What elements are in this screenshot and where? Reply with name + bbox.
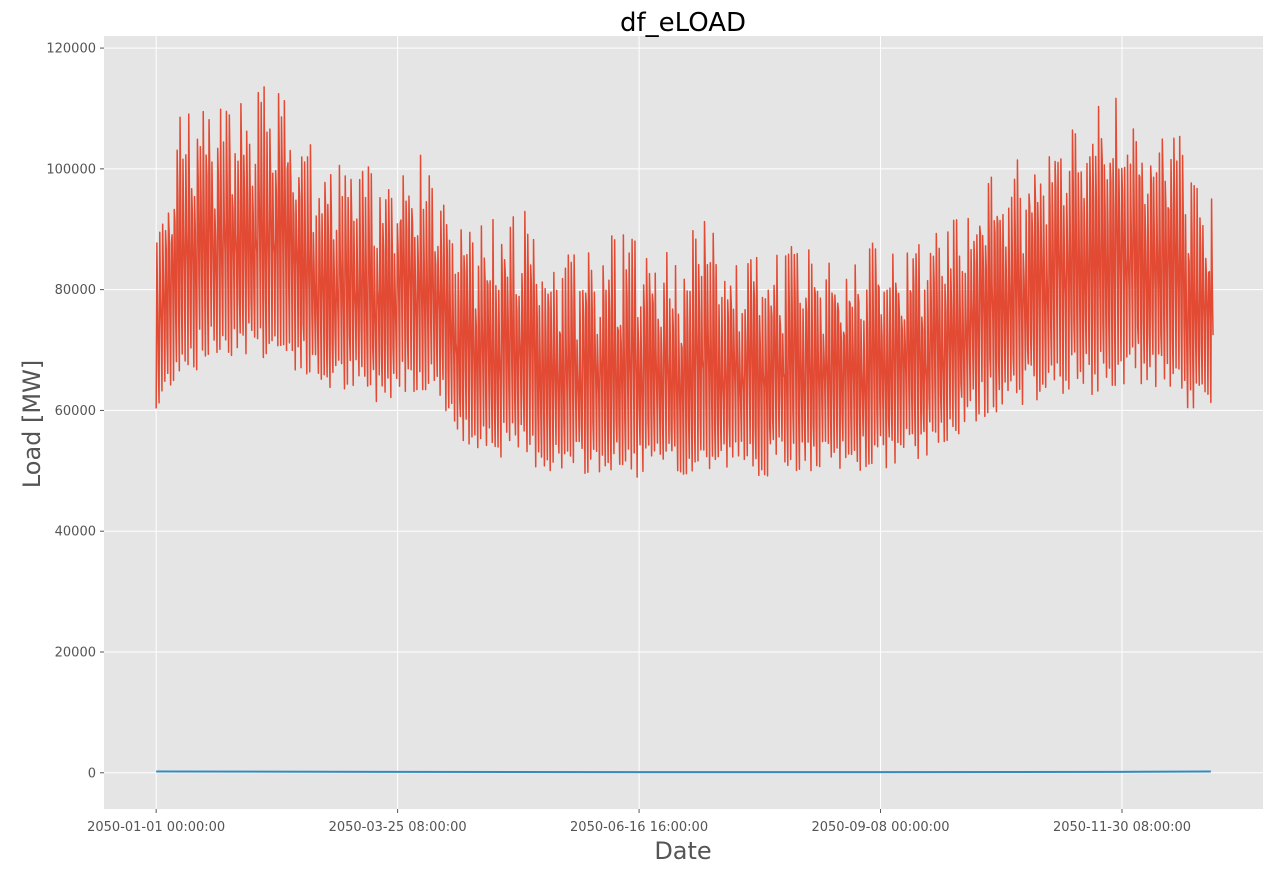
y-tick-label: 100000 xyxy=(46,162,96,177)
y-tick-label: 60000 xyxy=(55,404,96,419)
x-tick-label: 2050-11-30 08:00:00 xyxy=(1053,820,1191,835)
x-tick-label: 2050-03-25 08:00:00 xyxy=(329,820,467,835)
x-tick-label: 2050-01-01 00:00:00 xyxy=(87,820,225,835)
y-tick-label: 40000 xyxy=(55,525,96,540)
y-tick-label: 120000 xyxy=(46,42,96,57)
x-tick-label: 2050-09-08 00:00:00 xyxy=(811,820,949,835)
series-line-load xyxy=(155,86,1214,478)
x-tick-label: 2050-06-16 16:00:00 xyxy=(570,820,708,835)
series-layer xyxy=(155,86,1214,774)
y-tick-label: 0 xyxy=(88,766,96,781)
y-axis-label: Load [MW] xyxy=(18,360,46,488)
tick-labels: 0 20000 40000 60000 80000 100000 120000 2050-01… xyxy=(46,42,1191,835)
chart-title: df_eLOAD xyxy=(620,8,746,38)
x-axis-label: Date xyxy=(654,837,711,865)
series-line-baseline xyxy=(156,770,1211,774)
y-tick-label: 20000 xyxy=(55,645,96,660)
y-tick-label: 80000 xyxy=(55,283,96,298)
